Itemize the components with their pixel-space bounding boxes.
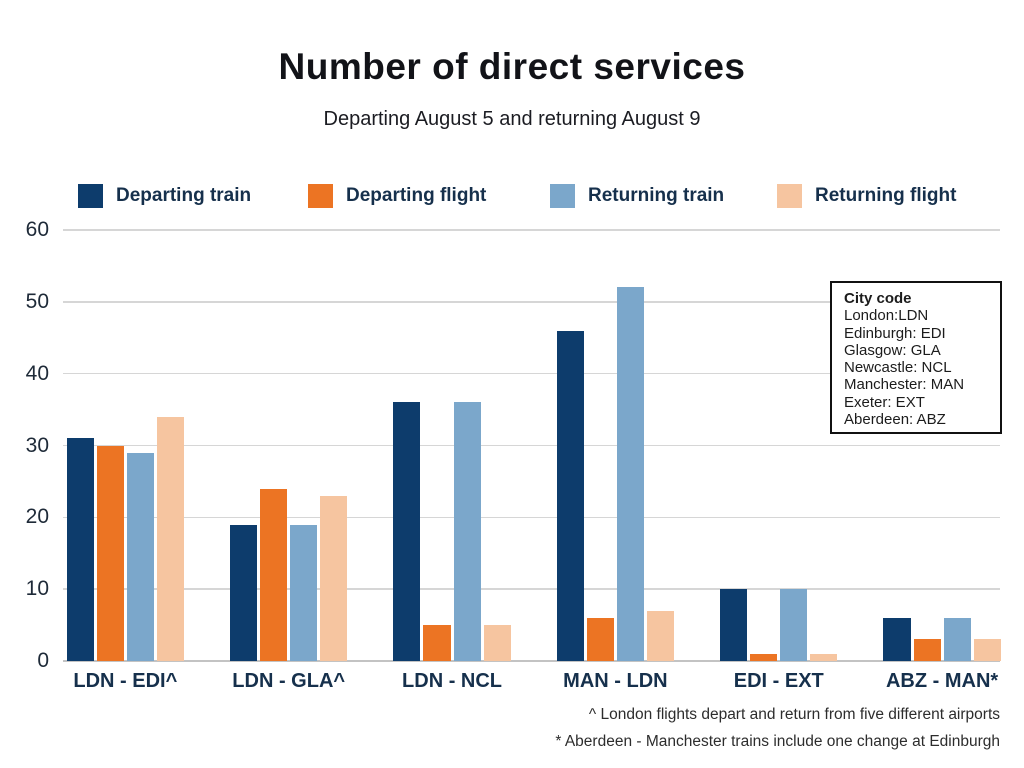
- legend-swatch-icon: [550, 183, 575, 208]
- bar: [156, 416, 184, 661]
- legend-item: Returning train: [550, 183, 724, 208]
- legend-item: Departing train: [78, 183, 251, 208]
- legend-item: Departing flight: [308, 183, 486, 208]
- legend-swatch-icon: [308, 183, 333, 208]
- y-tick-label: 10: [25, 577, 49, 601]
- bar: [750, 653, 778, 661]
- chart-subtitle: Departing August 5 and returning August …: [323, 108, 701, 130]
- y-tick-label: 50: [25, 289, 49, 313]
- plot-area: [63, 229, 1001, 662]
- bar: [423, 625, 451, 661]
- bar: [320, 495, 348, 661]
- y-tick-label: 0: [37, 649, 49, 672]
- gridline: [63, 588, 1000, 590]
- legend-swatch-icon: [777, 183, 802, 208]
- city-code-lines: London:LDN Edinburgh: EDI Glasgow: GLA Newc…: [844, 307, 988, 428]
- bar: [66, 438, 94, 661]
- bar: [616, 287, 644, 661]
- footnote-aberdeen-trains: * Aberdeen - Manchester trains include o…: [555, 733, 1000, 750]
- city-code-line: Manchester: MAN: [844, 376, 965, 394]
- x-category-label: MAN - LDN: [563, 670, 668, 692]
- city-code-line: Exeter: EXT: [844, 393, 925, 411]
- legend-swatch-icon: [78, 183, 103, 208]
- gridline: [63, 444, 1000, 447]
- y-tick-label: 60: [25, 218, 49, 241]
- bar-group: [66, 230, 184, 661]
- bar: [290, 524, 318, 661]
- x-category-label: ABZ - MAN*: [885, 670, 999, 692]
- city-code-title: City code: [844, 290, 912, 307]
- city-code-line: Glasgow: GLA: [844, 341, 941, 359]
- city-code-box: City code London:LDN Edinburgh: EDI Glasgo…: [830, 281, 1002, 434]
- city-code-line: Edinburgh: EDI: [844, 324, 946, 342]
- city-code-line: London:LDN: [844, 307, 929, 325]
- bar: [556, 330, 584, 661]
- bar-group: [230, 230, 348, 661]
- x-category-label: EDI - EXT: [733, 670, 824, 692]
- legend-label: Departing train: [116, 184, 252, 206]
- legend-item: Returning flight: [777, 183, 956, 208]
- bar: [230, 524, 258, 661]
- y-tick-label: 30: [25, 433, 49, 457]
- legend-label: Returning train: [588, 184, 725, 206]
- bar: [393, 402, 421, 661]
- bar: [96, 445, 124, 661]
- x-axis-line: [63, 660, 1000, 662]
- bar: [780, 589, 808, 661]
- bar-group: [393, 230, 511, 661]
- gridline: [63, 229, 1000, 231]
- bar-group: [720, 230, 838, 661]
- x-category-label: LDN - NCL: [402, 670, 503, 692]
- gridline: [63, 516, 1000, 519]
- bar: [883, 617, 911, 661]
- footnote-london-flights: ^ London flights depart and return from …: [588, 706, 1000, 723]
- bar: [126, 452, 154, 661]
- city-code-line: Newcastle: NCL: [844, 359, 952, 377]
- bar: [260, 488, 288, 661]
- legend-label: Departing flight: [346, 184, 487, 206]
- bar: [720, 589, 748, 661]
- legend-label: Returning flight: [815, 184, 957, 206]
- bar-group: [883, 230, 1001, 661]
- bar: [453, 402, 481, 661]
- y-tick-label: 20: [25, 505, 49, 529]
- bar: [483, 625, 511, 661]
- x-category-label: LDN - EDI^: [73, 670, 178, 692]
- bar: [810, 653, 838, 661]
- bar: [586, 617, 614, 661]
- gridline: [63, 372, 1000, 375]
- bar: [973, 639, 1001, 661]
- gridline: [63, 301, 1000, 303]
- bar: [943, 617, 971, 661]
- x-category-label: LDN - GLA^: [232, 670, 346, 692]
- city-code-line: Aberdeen: ABZ: [844, 411, 946, 429]
- bar: [646, 610, 675, 661]
- y-tick-label: 40: [25, 361, 49, 385]
- bar: [913, 639, 941, 661]
- bar-group: [556, 230, 675, 661]
- chart-title: Number of direct services: [278, 46, 746, 87]
